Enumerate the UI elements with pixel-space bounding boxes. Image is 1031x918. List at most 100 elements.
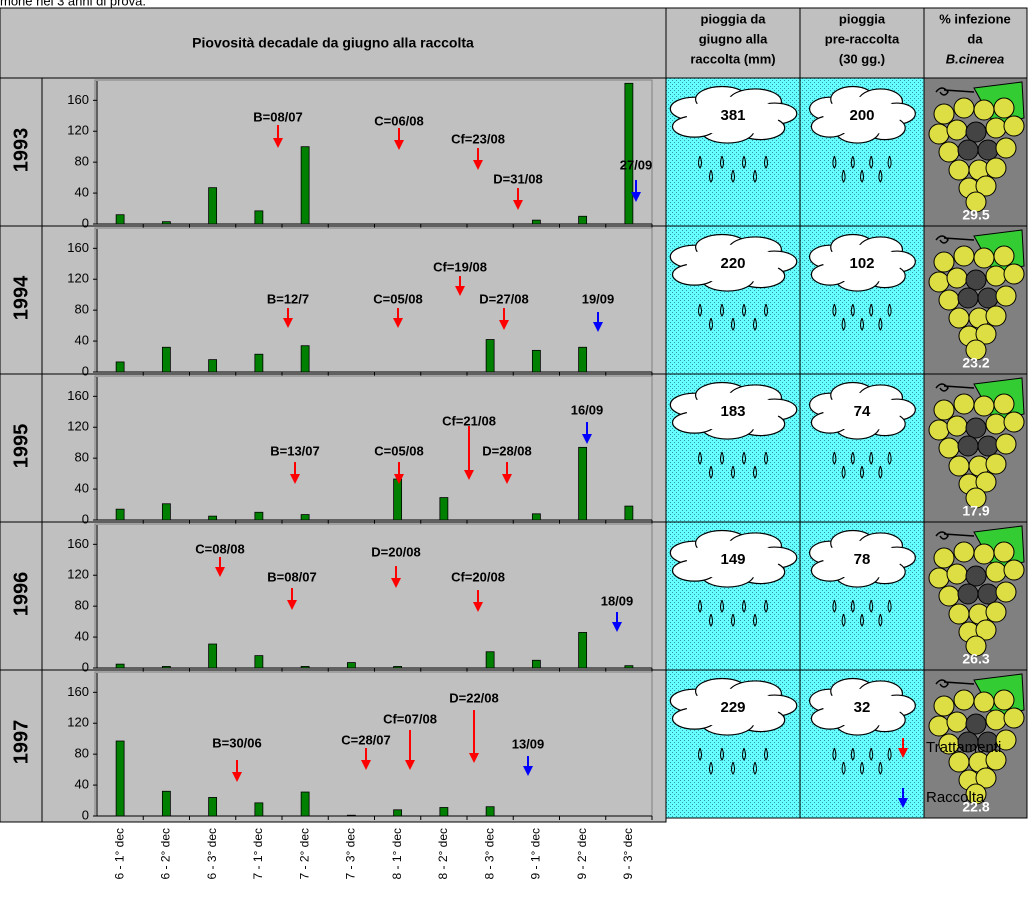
y-tick-label: 120 [67,123,89,138]
annotation: 18/09 [601,593,634,608]
grape [986,158,1006,178]
column-header: raccolta (mm) [690,51,775,66]
bar [209,797,217,816]
bar [532,660,540,668]
grape [966,714,986,734]
bar [162,504,170,520]
bar [532,220,540,224]
grape [934,104,954,124]
grape [934,252,954,272]
grape [954,542,974,562]
bar [579,347,587,372]
y-tick-label: 160 [67,92,89,107]
bar [486,652,494,668]
grape [986,602,1006,622]
bar [440,498,448,520]
bar [301,147,309,224]
annotation: B=13/07 [270,443,320,458]
grape [934,548,954,568]
y-tick-label: 160 [67,684,89,699]
annotation: C=28/07 [341,732,391,747]
bar [116,664,124,668]
bar [579,447,587,520]
bar [394,810,402,816]
year-label: 1995 [10,424,32,469]
bar [532,514,540,520]
annotation: D=20/08 [371,544,421,559]
column-header: pioggia da [701,11,767,26]
grape [947,712,967,732]
grape [986,118,1006,138]
grape [954,394,974,414]
bar [394,479,402,520]
grape-bunch: 17.9 [924,374,1027,522]
column-header: giugno alla [699,31,768,46]
bar [116,362,124,372]
x-tick-label: 8 - 3° dec [482,828,496,880]
grape [974,100,994,120]
grape [1004,560,1024,580]
grape [1004,708,1024,728]
x-tick-label: 9 - 1° dec [529,828,543,880]
bar [255,211,263,224]
y-tick-label: 0 [82,659,89,674]
grape [939,290,959,310]
grape [978,140,998,160]
infection-value: 17.9 [962,503,989,519]
y-tick-label: 80 [75,154,89,169]
grape [954,690,974,710]
bar [486,340,494,372]
annotation: C=06/08 [374,113,424,128]
grape [996,138,1016,158]
bar [116,741,124,816]
annotation: C=05/08 [374,443,424,458]
grape [986,306,1006,326]
y-tick-label: 120 [67,419,89,434]
figure: mone nei 3 anni di prova. Piovosità deca… [0,0,1031,918]
legend-label: Raccolta [926,789,985,806]
grape [929,124,949,144]
year-label: 1996 [10,572,32,617]
column-header: B.cinerea [946,51,1005,66]
annotation: B=30/06 [212,735,262,750]
bar [625,83,633,224]
y-tick-label: 120 [67,271,89,286]
y-tick-label: 80 [75,302,89,317]
grape [994,394,1014,414]
grape [996,434,1016,454]
grape [954,98,974,118]
x-tick-label: 7 - 1° dec [251,828,265,880]
bar [486,807,494,816]
annotation: D=22/08 [449,690,499,705]
grape [978,436,998,456]
annotation: Cf=07/08 [383,711,437,726]
bar [255,512,263,520]
x-tick-label: 7 - 2° dec [297,828,311,880]
annotation: Cf=23/08 [451,131,505,146]
bar [347,815,355,816]
annotation: C=08/08 [195,541,245,556]
grape [986,266,1006,286]
x-tick-label: 9 - 3° dec [621,828,635,880]
grape [966,122,986,142]
bar [579,216,587,224]
grape [947,564,967,584]
annotation: B=08/07 [267,569,317,584]
bar [301,346,309,372]
infection-value: 29.5 [962,207,989,223]
infection-value: 23.2 [962,355,989,371]
grape [949,456,969,476]
grape [966,270,986,290]
rain-value: 102 [849,255,874,272]
annotation: 27/09 [620,157,653,172]
rain-value: 74 [854,403,871,420]
x-tick-label: 6 - 2° dec [159,828,173,880]
year-label: 1993 [10,128,32,173]
x-tick-label: 7 - 3° dec [344,828,358,880]
y-tick-label: 0 [82,363,89,378]
grape [974,396,994,416]
x-tick-label: 9 - 2° dec [575,828,589,880]
bar [394,666,402,668]
grape [986,454,1006,474]
annotation: 13/09 [512,736,545,751]
